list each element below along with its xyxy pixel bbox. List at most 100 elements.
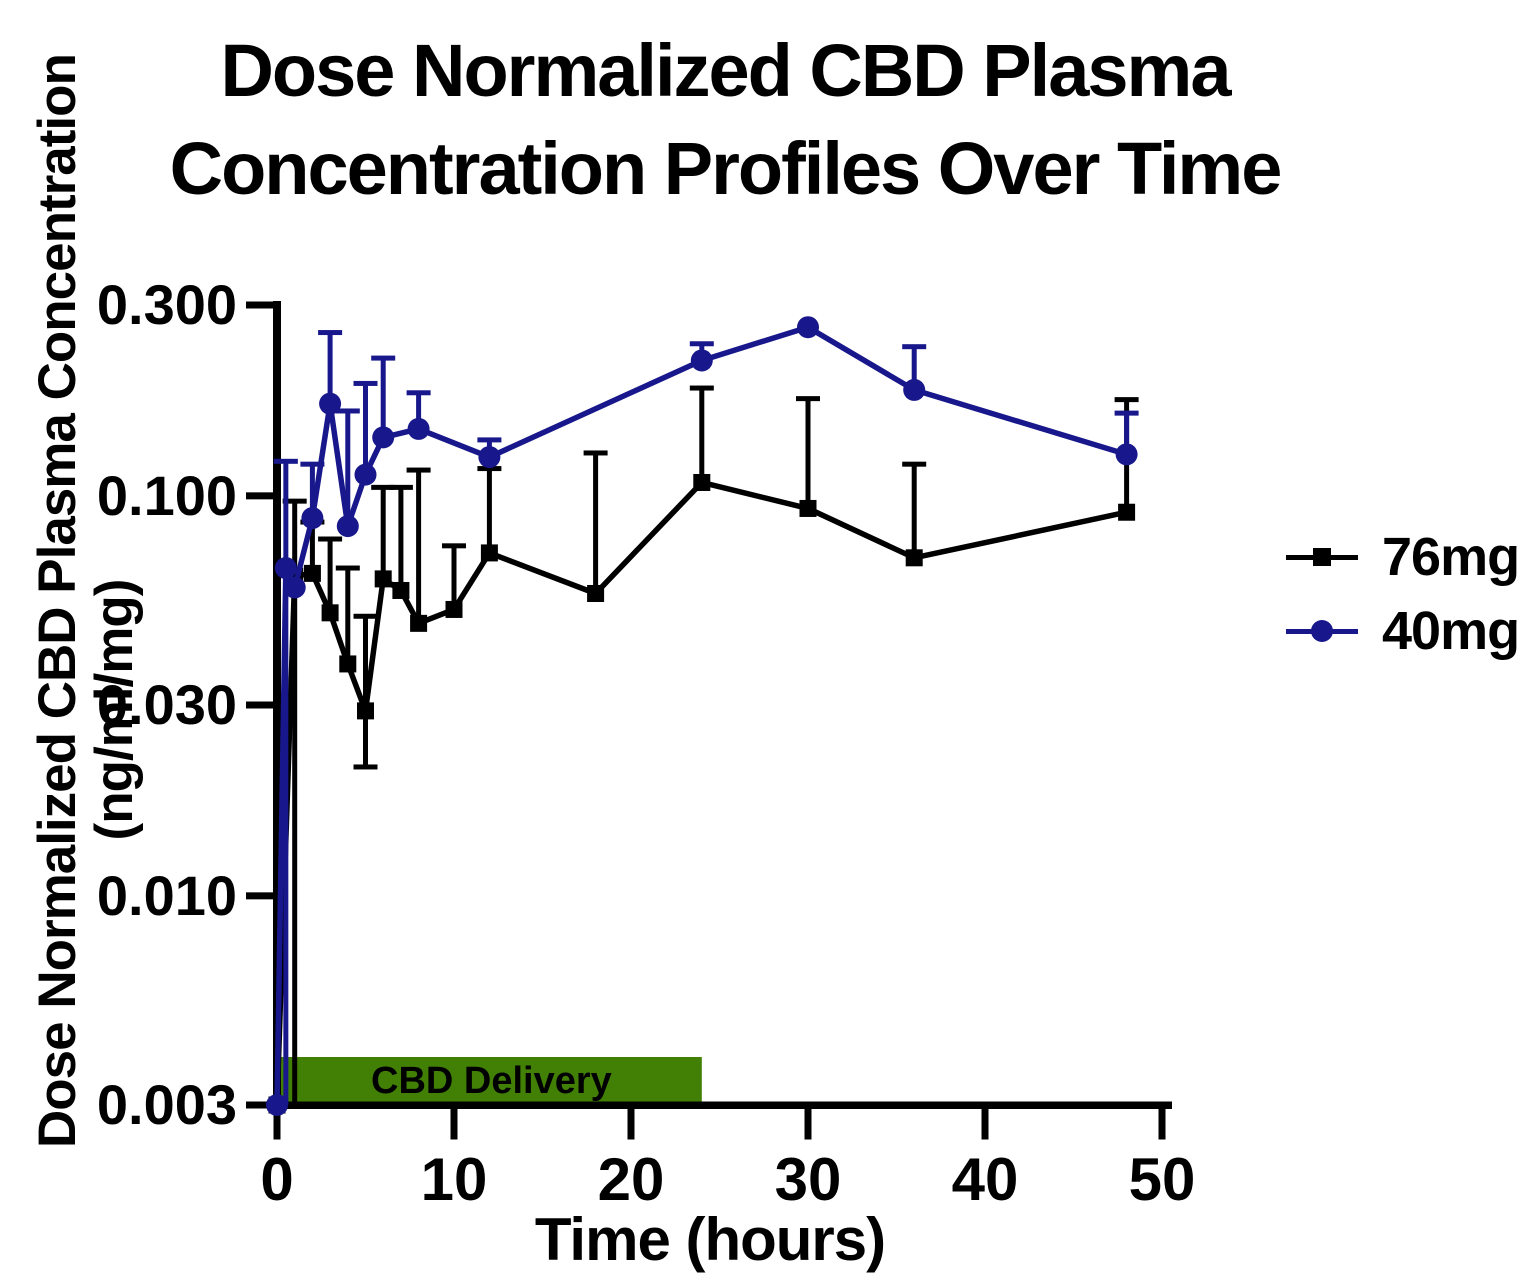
x-tick-label-20: 20 [598,1146,665,1213]
error-bar-up-76mg [398,487,404,591]
error-cap-76mg [353,764,378,770]
error-bar-up-76mg [699,388,705,483]
error-cap-76mg [371,484,396,490]
x-tick-20 [627,1108,635,1140]
chart-title-line1: Dose Normalized CBD Plasma [220,29,1231,112]
error-bar-down-40mg [283,568,289,1105]
error-bar-up-76mg [911,464,917,558]
x-tick-label-30: 30 [775,1146,842,1213]
error-cap-76mg [442,543,466,549]
y-tick-label-0.100: 0.100 [97,464,237,527]
y-axis-label-line2: (ng/ml/mg) [84,579,144,841]
data-point-76mg-t18 [587,584,605,602]
error-bar-up-40mg [1124,413,1130,455]
error-bar-up-40mg [363,383,368,475]
data-point-76mg-t3 [321,604,339,622]
error-bar-up-40mg [309,464,315,519]
data-point-40mg-t5 [354,463,377,486]
x-tick-label-0: 0 [260,1146,293,1213]
data-point-76mg-t6 [374,570,392,588]
x-tick-label-40: 40 [952,1146,1019,1213]
data-point-40mg-t12 [478,446,501,469]
data-point-40mg-t36 [903,378,926,401]
error-cap-40mg [1114,410,1139,416]
error-bar-down-76mg [292,576,298,1105]
error-bar-up-40mg [327,332,333,404]
data-point-76mg-t24 [693,473,711,491]
error-bar-up-76mg [363,616,368,711]
chart-title: Dose Normalized CBD Plasma Concentration… [40,22,1410,217]
legend-label-40mg: 40mg [1382,601,1520,661]
data-point-40mg-t1 [283,576,306,599]
data-point-40mg-t30 [797,316,819,339]
error-cap-76mg [335,565,360,571]
legend: 76mg 40mg [1286,520,1520,668]
data-point-76mg-t4 [339,655,357,673]
x-axis-label: Time (hours) [534,1206,886,1273]
y-tick-label-0.003: 0.003 [97,1073,237,1136]
data-point-40mg-t3 [319,392,342,415]
error-cap-76mg [318,536,343,542]
error-cap-76mg [583,450,608,456]
y-axis-label: Dose Normalized CBD Plasma Concentration… [28,54,144,1148]
x-tick-50 [1158,1108,1166,1140]
error-cap-40mg [318,330,343,336]
data-point-40mg-t4 [336,515,359,538]
y-tick-0.300 [246,301,273,309]
error-cap-40mg [406,390,431,396]
legend-item-76mg: 76mg [1286,520,1520,594]
data-point-76mg-t2 [303,564,321,582]
error-bar-up-76mg [416,470,422,624]
cbd-delivery-label: CBD Delivery [371,1060,612,1102]
error-bar-down-76mg [363,710,368,767]
x-tick-30 [804,1108,812,1140]
data-point-40mg-t0 [266,1094,288,1116]
error-bar-up-40mg [283,461,289,569]
error-cap-40mg [477,437,502,443]
error-cap-76mg [902,461,927,467]
error-cap-40mg [353,380,378,386]
y-tick-label-0.030: 0.030 [97,673,237,736]
error-cap-76mg [477,466,502,472]
error-cap-76mg [689,385,714,391]
error-bar-up-40mg [345,410,351,527]
error-bar-up-76mg [593,452,599,594]
x-tick-label-10: 10 [421,1146,488,1213]
error-bar-up-40mg [380,358,386,438]
error-cap-76mg [282,498,307,504]
data-point-40mg-t24 [690,349,713,372]
y-tick-0.010 [246,892,273,900]
error-cap-76mg [388,484,413,490]
data-point-76mg-t7 [392,581,410,599]
series-line-76mg [274,479,1128,1106]
error-cap-76mg [406,467,431,473]
error-cap-40mg [371,355,396,361]
error-bar-up-40mg [911,346,917,390]
error-cap-40mg [902,344,927,350]
circle-marker-icon [1286,618,1358,644]
y-tick-0.030 [246,701,273,709]
data-point-40mg-t8 [407,417,430,440]
data-point-76mg-t30 [799,499,817,517]
error-cap-40mg [335,408,360,414]
error-cap-40mg [689,341,714,347]
error-bar-up-76mg [309,522,315,574]
y-tick-0.100 [246,492,273,500]
data-point-76mg-t10 [445,600,463,618]
cbd-delivery-band [281,1057,702,1102]
error-bar-up-76mg [805,398,811,509]
error-cap-76mg [353,613,378,619]
error-bar-up-76mg [292,501,298,577]
x-tick-10 [450,1108,458,1140]
x-tick-0 [273,1108,281,1140]
error-cap-40mg [273,458,298,464]
x-tick-label-50: 50 [1129,1146,1196,1213]
error-bar-up-76mg [380,487,386,579]
data-point-40mg-t6 [372,426,395,449]
y-tick-label-0.300: 0.300 [97,273,237,336]
error-bar-up-40mg [416,392,422,429]
y-axis-label-line1: Dose Normalized CBD Plasma Concentration [28,54,87,1148]
y-axis-spine [273,301,281,1113]
